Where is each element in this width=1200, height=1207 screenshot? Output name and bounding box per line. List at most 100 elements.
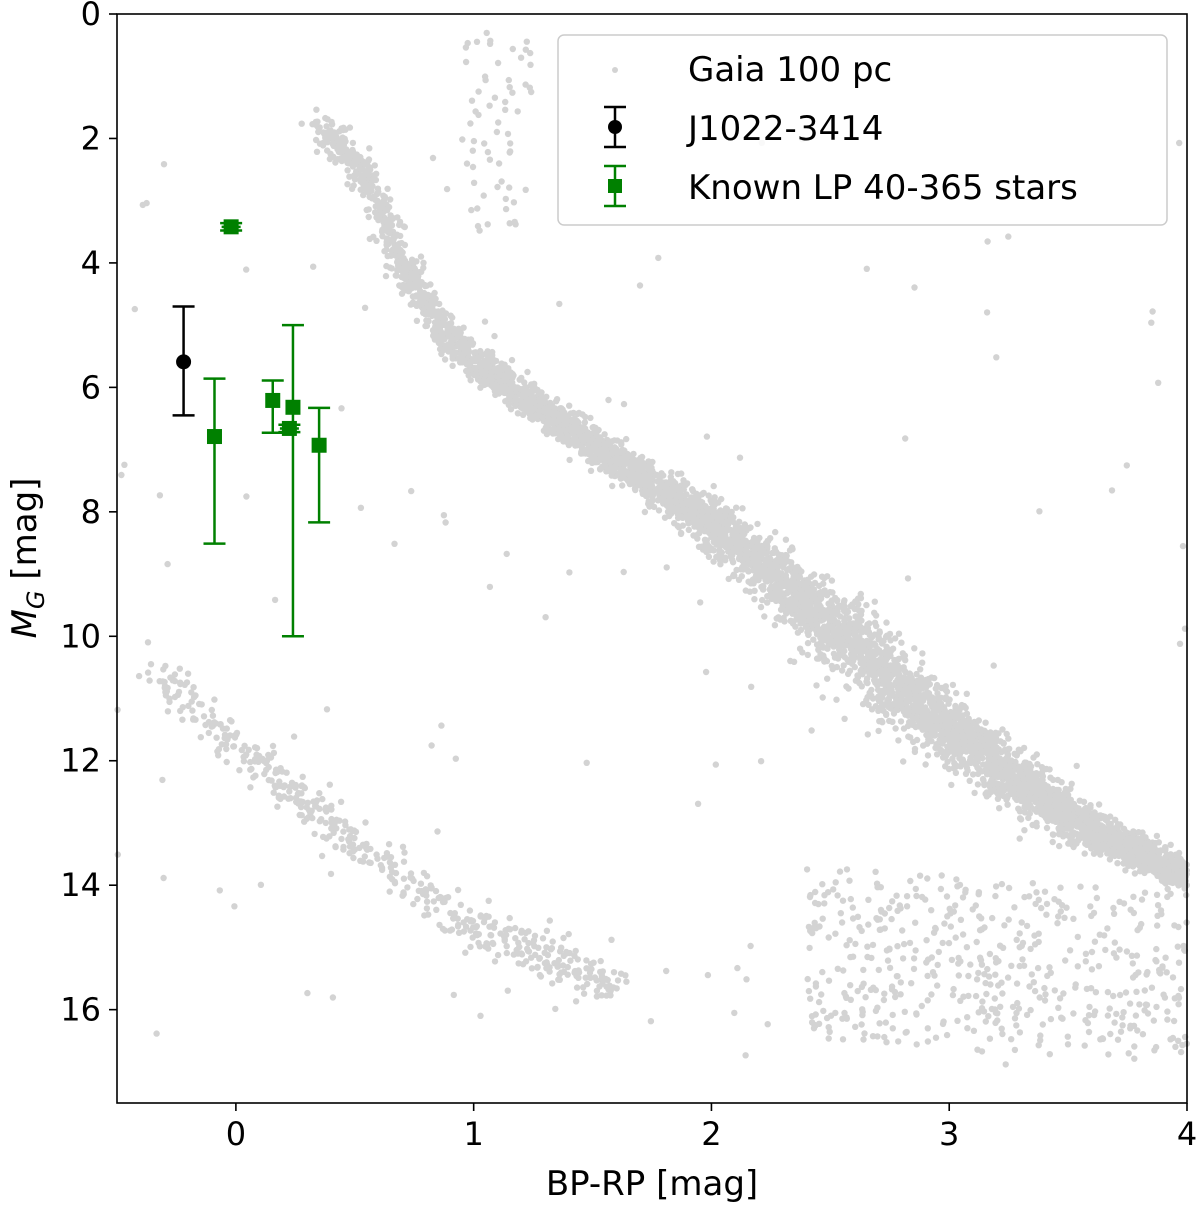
gaia-point [865,701,872,708]
gaia-point [1157,847,1165,854]
gaia-point [858,655,865,663]
gaia-point [758,583,765,591]
gaia-point [804,651,811,659]
gaia-point [889,718,896,725]
gaia-point [956,755,963,762]
gaia-point [1070,843,1077,851]
gaia-point [914,694,921,701]
gaia-point [917,681,925,688]
gaia-point [346,124,354,131]
gaia-point [840,599,848,606]
gaia-point [730,514,737,521]
gaia-point [722,509,729,516]
gaia-point [566,456,573,464]
gaia-point [387,196,394,203]
gaia-point [539,414,546,421]
gaia-point [897,718,905,725]
gaia-point [625,452,633,459]
gaia-point [463,367,470,375]
gaia-point [710,558,717,565]
gaia-point [1183,891,1190,899]
gaia-point [746,524,753,532]
gaia-point [541,399,548,406]
gaia-point [883,619,890,626]
gaia-point [845,685,852,692]
gaia-point [877,698,884,705]
gaia-point [899,689,907,697]
gaia-point [519,411,527,418]
gaia-point [710,505,717,512]
gaia-point [368,179,375,187]
gaia-point [961,742,968,749]
gaia-point [432,295,439,302]
gaia-point [1152,839,1159,847]
gaia-point [751,536,758,543]
gaia-point [323,123,330,130]
gaia-point [834,608,841,615]
gaia-point [445,333,453,340]
gaia-point [362,187,370,194]
gaia-point [381,248,388,255]
gaia-point [823,590,830,597]
gaia-point [911,745,919,753]
gaia-point [856,640,863,648]
gaia-point [396,246,403,254]
gaia-point [1026,810,1034,817]
gaia-point [324,147,331,154]
gaia-point [759,596,766,604]
gaia-point [900,653,907,660]
gaia-point [859,700,867,708]
gaia-point [913,670,920,678]
gaia-point [945,765,953,773]
gaia-point [911,645,918,652]
gaia-point [912,689,919,696]
gaia-point [322,129,329,137]
gaia-point [741,521,748,528]
gaia-point [830,631,837,638]
gaia-point [1067,785,1074,792]
gaia-point [813,641,821,648]
gaia-point [1091,841,1099,848]
gaia-point [875,727,882,735]
gaia-point [824,614,832,621]
gaia-point [344,181,351,188]
gaia-point [1172,851,1180,858]
gaia-point [508,356,516,364]
gaia-point [1120,859,1128,867]
gaia-point [948,781,955,789]
gaia-point [815,646,822,653]
gaia-point [828,577,836,584]
gaia-point [772,528,779,536]
gaia-point [784,589,791,596]
gaia-point [1127,839,1135,847]
gaia-point [840,662,847,669]
gaia-point [848,660,856,667]
gaia-point [1087,804,1094,811]
gaia-point [828,623,836,631]
gaia-point [710,482,717,490]
gaia-point [668,469,675,476]
gaia-point [879,719,886,726]
gaia-point [705,553,713,560]
gaia-point [963,690,970,697]
gaia-point [382,272,390,280]
gaia-point [1016,808,1024,815]
gaia-point [917,674,925,681]
gaia-point [725,526,732,533]
gaia-point [706,547,713,554]
gaia-point [524,368,531,376]
gaia-point [677,530,685,538]
gaia-point [1178,858,1186,865]
gaia-point [1117,821,1124,828]
gaia-point [838,667,846,674]
gaia-point [331,129,338,136]
gaia-point [898,639,905,646]
gaia-point [388,265,395,272]
gaia-point [581,419,589,426]
gaia-point [887,688,894,696]
gaia-point [690,532,697,539]
gaia-point [322,114,329,122]
gaia-point [998,785,1005,793]
gaia-point [1067,802,1074,809]
gaia-point [813,682,820,689]
